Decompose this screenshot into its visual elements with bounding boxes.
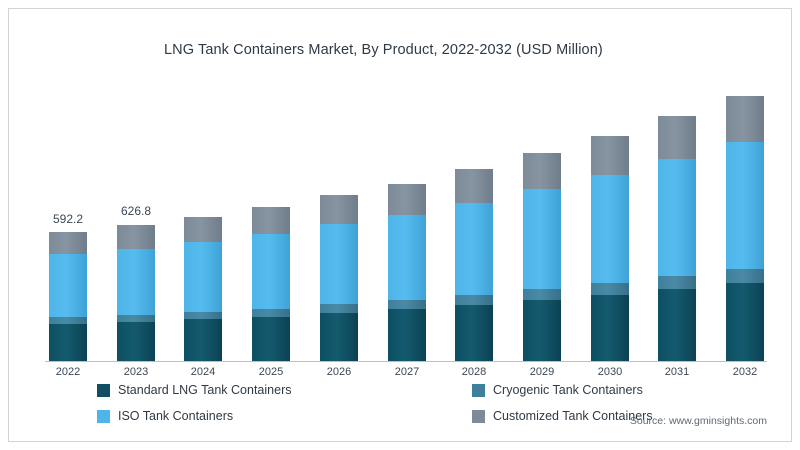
x-axis-label: 2025	[258, 366, 284, 378]
bar-column[interactable]	[658, 116, 696, 361]
bar-segment	[388, 184, 426, 215]
bar-column[interactable]	[49, 232, 87, 361]
chart-legend: Standard LNG Tank Containers Cryogenic Ta…	[97, 383, 717, 435]
x-axis-label: 2023	[123, 366, 149, 378]
chart-title: LNG Tank Containers Market, By Product, …	[164, 42, 603, 58]
legend-swatch	[97, 383, 110, 397]
legend-item[interactable]: Standard LNG Tank Containers	[97, 383, 291, 397]
legend-swatch	[472, 383, 485, 397]
legend-item[interactable]: Cryogenic Tank Containers	[472, 383, 643, 397]
bar-segment	[184, 242, 222, 312]
bar-segment	[658, 276, 696, 289]
legend-swatch	[472, 409, 485, 423]
bar-segment	[523, 153, 561, 189]
bar-column[interactable]	[252, 207, 290, 361]
bar-segment	[320, 195, 358, 224]
bar-segment	[658, 116, 696, 159]
bar-column[interactable]	[117, 225, 155, 361]
legend-swatch	[97, 409, 110, 423]
bar-segment	[726, 283, 764, 361]
bar-segment	[49, 232, 87, 254]
bar-column[interactable]	[591, 136, 629, 361]
bar-segment	[658, 159, 696, 276]
x-axis-label: 2031	[664, 366, 690, 378]
bar-segment	[591, 283, 629, 295]
bar-segment	[117, 322, 155, 361]
bar-segment	[184, 319, 222, 361]
legend-item[interactable]: ISO Tank Containers	[97, 409, 233, 423]
bar-segment	[49, 317, 87, 324]
bar-segment	[455, 203, 493, 295]
bar-segment	[726, 96, 764, 142]
x-axis-label: 2028	[461, 366, 487, 378]
bar-segment	[49, 324, 87, 361]
legend-label: ISO Tank Containers	[118, 409, 234, 423]
bar-segment	[455, 295, 493, 305]
bar-segment	[658, 289, 696, 361]
legend-label: Standard LNG Tank Containers	[118, 383, 292, 397]
bar-segment	[320, 224, 358, 304]
bar-segment	[117, 315, 155, 322]
source-note: Source: www.gminsights.com	[629, 415, 767, 427]
bar-segment	[591, 175, 629, 283]
x-axis-label: 2022	[55, 366, 81, 378]
x-axis-label: 2024	[190, 366, 216, 378]
bar-segment	[523, 289, 561, 300]
bar-segment	[117, 225, 155, 249]
plot-area	[49, 79, 764, 361]
bar-segment	[726, 269, 764, 283]
bar-segment	[388, 300, 426, 309]
x-axis-label: 2032	[732, 366, 758, 378]
bar-segment	[388, 309, 426, 361]
x-axis-label: 2029	[529, 366, 555, 378]
bar-column[interactable]	[320, 195, 358, 361]
bar-segment	[49, 254, 87, 317]
legend-label: Customized Tank Containers	[493, 409, 653, 423]
bar-column[interactable]	[726, 96, 764, 361]
bar-segment	[523, 300, 561, 361]
bar-column[interactable]	[455, 169, 493, 361]
bar-segment	[388, 215, 426, 300]
bar-segment	[184, 217, 222, 242]
legend-item[interactable]: Customized Tank Containers	[472, 409, 653, 423]
x-axis-line	[45, 361, 767, 362]
bar-column[interactable]	[388, 184, 426, 361]
bar-segment	[252, 309, 290, 317]
bar-segment	[726, 142, 764, 269]
bar-segment	[252, 207, 290, 234]
bar-segment	[455, 169, 493, 203]
bar-segment	[252, 317, 290, 361]
bar-segment	[117, 249, 155, 315]
legend-label: Cryogenic Tank Containers	[493, 383, 643, 397]
bar-column[interactable]	[523, 153, 561, 361]
bar-value-label: 592.2	[52, 211, 84, 226]
bar-segment	[320, 304, 358, 313]
bar-segment	[591, 136, 629, 175]
x-axis-label: 2026	[326, 366, 352, 378]
bar-segment	[591, 295, 629, 361]
bar-segment	[184, 312, 222, 319]
bar-value-label: 626.8	[120, 204, 152, 219]
bar-segment	[320, 313, 358, 361]
chart-frame: LNG Tank Containers Market, By Product, …	[8, 8, 792, 442]
bar-segment	[252, 234, 290, 309]
x-axis-label: 2030	[597, 366, 623, 378]
bar-segment	[455, 305, 493, 361]
x-axis-label: 2027	[394, 366, 420, 378]
bar-segment	[523, 189, 561, 289]
bar-column[interactable]	[184, 217, 222, 361]
